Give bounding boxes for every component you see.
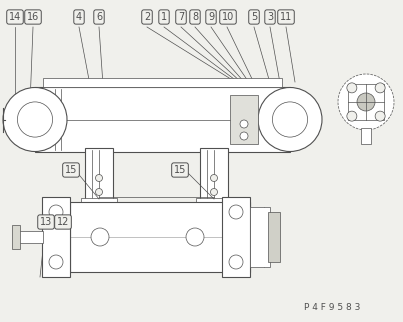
Text: 7: 7 bbox=[178, 12, 184, 22]
Circle shape bbox=[347, 83, 357, 93]
Circle shape bbox=[272, 102, 307, 137]
Text: 12: 12 bbox=[57, 217, 69, 227]
Circle shape bbox=[17, 102, 53, 137]
Text: 9: 9 bbox=[208, 12, 214, 22]
Text: 8: 8 bbox=[192, 12, 198, 22]
Text: 6: 6 bbox=[96, 12, 102, 22]
Bar bbox=[85, 148, 113, 200]
Circle shape bbox=[49, 255, 63, 269]
Text: 16: 16 bbox=[27, 12, 39, 22]
Bar bbox=[250, 207, 270, 267]
Text: 11: 11 bbox=[280, 12, 292, 22]
Circle shape bbox=[240, 120, 248, 128]
Circle shape bbox=[347, 111, 357, 121]
Bar bbox=[196, 198, 232, 204]
Circle shape bbox=[229, 205, 243, 219]
Bar bbox=[43, 78, 282, 87]
Circle shape bbox=[49, 205, 63, 219]
Text: 4: 4 bbox=[76, 12, 82, 22]
Circle shape bbox=[210, 175, 218, 182]
Circle shape bbox=[3, 88, 67, 151]
Circle shape bbox=[186, 228, 204, 246]
Bar bbox=[230, 95, 258, 144]
Bar bbox=[35, 87, 290, 152]
Circle shape bbox=[229, 255, 243, 269]
Text: 3: 3 bbox=[267, 12, 273, 22]
Bar bbox=[361, 128, 371, 144]
Text: 13: 13 bbox=[40, 217, 52, 227]
Text: 5: 5 bbox=[251, 12, 257, 22]
Text: 14: 14 bbox=[9, 12, 21, 22]
Circle shape bbox=[96, 175, 102, 182]
Bar bbox=[17, 231, 43, 243]
Bar bbox=[268, 212, 280, 262]
Circle shape bbox=[91, 228, 109, 246]
Bar bbox=[70, 202, 250, 272]
Circle shape bbox=[338, 74, 394, 130]
Bar bbox=[348, 84, 384, 120]
Circle shape bbox=[96, 188, 102, 195]
Text: P 4 F 9 5 8 3: P 4 F 9 5 8 3 bbox=[304, 303, 361, 312]
Bar bbox=[12, 225, 20, 249]
Circle shape bbox=[357, 93, 375, 111]
Circle shape bbox=[210, 188, 218, 195]
Text: 15: 15 bbox=[65, 165, 77, 175]
Text: 2: 2 bbox=[144, 12, 150, 22]
Circle shape bbox=[240, 132, 248, 140]
Circle shape bbox=[375, 83, 385, 93]
Text: 15: 15 bbox=[174, 165, 186, 175]
Text: 1: 1 bbox=[161, 12, 167, 22]
Bar bbox=[42, 197, 70, 277]
Circle shape bbox=[375, 111, 385, 121]
Bar bbox=[222, 197, 250, 277]
Circle shape bbox=[258, 88, 322, 151]
Text: 10: 10 bbox=[222, 12, 234, 22]
Bar bbox=[81, 198, 117, 204]
Bar bbox=[200, 148, 228, 200]
